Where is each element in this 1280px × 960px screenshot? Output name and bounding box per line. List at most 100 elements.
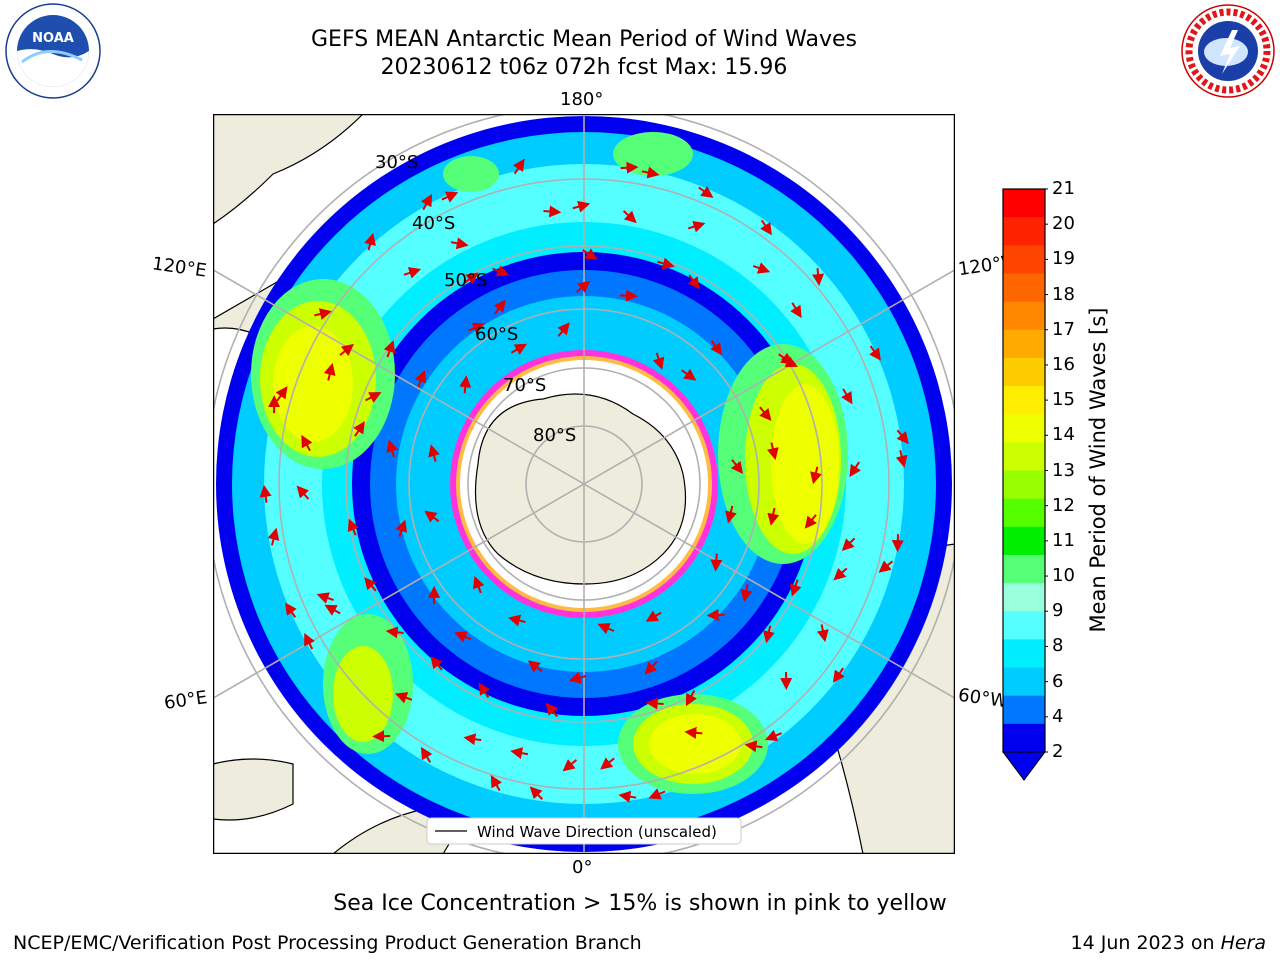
wind-wave-arrow [781, 356, 798, 367]
wind-wave-arrow [740, 584, 753, 603]
wind-wave-arrow [430, 656, 443, 671]
wind-wave-arrow [572, 200, 591, 213]
wind-wave-arrow [463, 272, 479, 285]
wind-wave-arrow [459, 375, 472, 394]
wind-wave-arrow [259, 484, 272, 503]
wind-wave-arrow [681, 368, 697, 381]
lon-label-60e: 60°E [162, 687, 209, 714]
wind-wave-arrow [420, 193, 433, 211]
wind-wave-arrow [296, 485, 310, 500]
colorbar-segment [1003, 526, 1045, 556]
colorbar-tick-label: 9 [1052, 600, 1064, 622]
wind-wave-arrow [597, 623, 615, 635]
wind-wave-arrow [468, 322, 486, 334]
colorbar-segment [1003, 301, 1045, 331]
wind-wave-arrow [510, 747, 529, 760]
wind-wave-arrow [841, 388, 853, 405]
colorbar-tick-label: 14 [1052, 424, 1075, 446]
wind-wave-arrow [849, 461, 861, 478]
wind-wave-arrow [789, 579, 802, 597]
wind-wave-arrow [543, 205, 562, 218]
wind-wave-arrow [895, 450, 908, 468]
noaa-logo-text: NOAA [32, 31, 74, 46]
wind-wave-arrow [710, 553, 723, 572]
wind-wave-arrow [644, 660, 658, 675]
colorbar [1002, 188, 1048, 781]
wind-wave-arrow [562, 759, 578, 772]
noaa-logo: NOAA [5, 3, 101, 99]
colorbar-segment [1003, 245, 1045, 274]
wind-wave-arrow [454, 631, 472, 643]
colorbar-segment [1003, 611, 1045, 640]
wind-wave-arrow [744, 740, 763, 753]
wind-wave-arrow [385, 626, 404, 639]
colorbar-segment [1003, 189, 1045, 218]
wind-wave-arrow [508, 614, 526, 627]
wind-wave-arrow [752, 262, 771, 274]
wind-wave-arrow [395, 519, 407, 537]
legend-label: Wind Wave Direction (unscaled) [477, 823, 717, 841]
land-antarctica [474, 393, 687, 585]
wind-wave-arrow [414, 370, 427, 388]
map-frame [213, 114, 955, 854]
wind-wave-arrow [513, 158, 525, 175]
wind-wave-arrow [622, 210, 637, 224]
colorbar-segment [1003, 357, 1045, 387]
colorbar-frame [1002, 188, 1046, 753]
lat-label-30s: 30°S [375, 152, 419, 173]
colorbar-segment [1003, 583, 1045, 612]
wind-wave-arrow [766, 442, 779, 461]
wind-wave-arrow [316, 592, 334, 604]
wind-wave-arrow [841, 537, 856, 551]
wind-wave-arrow [618, 790, 637, 803]
wind-wave-arrow [424, 510, 440, 523]
wind-wave-arrow [706, 609, 725, 622]
wind-wave-arrow [812, 268, 825, 287]
wind-wave-arrow [304, 632, 315, 650]
colorbar-tick-label: 21 [1052, 178, 1075, 199]
wind-wave-arrow [810, 466, 822, 485]
wind-wave-arrow [767, 507, 780, 526]
lat-label-50s: 50°S [444, 270, 488, 291]
wind-wave-arrow [710, 340, 723, 356]
map-legend: Wind Wave Direction (unscaled) [426, 817, 742, 845]
chart-title: GEFS MEAN Antarctic Mean Period of Wind … [311, 27, 857, 52]
wind-wave-arrow [365, 392, 382, 403]
wind-wave-arrow [764, 729, 782, 741]
wind-wave-arrow [832, 667, 845, 683]
wind-wave-arrow [364, 232, 376, 251]
wind-wave-arrow [619, 289, 639, 302]
wind-wave-arrow [878, 560, 894, 573]
colorbar-tick-label: 2 [1052, 741, 1064, 762]
colorbar-label: Mean Period of Wind Waves [s] [1086, 307, 1110, 633]
wind-wave-arrow [833, 567, 848, 581]
lon-label-120e: 120°E [150, 253, 208, 282]
wind-wave-arrow [763, 625, 775, 644]
colorbar-tick-label: 18 [1052, 283, 1075, 305]
footer-date-text: 14 Jun 2023 on [1070, 932, 1221, 954]
wind-wave-arrow [648, 788, 666, 800]
nws-logo [1181, 4, 1275, 98]
wind-wave-arrow [463, 733, 482, 746]
wind-wave-arrow [645, 697, 664, 710]
lon-label-180: 180° [560, 89, 604, 110]
lat-label-80s: 80°S [533, 425, 577, 446]
wind-wave-arrow [267, 527, 280, 546]
colorbar-segment [1003, 414, 1045, 443]
lat-label-70s: 70°S [503, 375, 547, 396]
wind-wave-arrow [759, 406, 772, 422]
wind-wave-arrow [478, 682, 491, 699]
wind-wave-arrow [575, 280, 591, 293]
colorbar-tick-label: 10 [1052, 565, 1075, 587]
wind-wave-arrow [685, 689, 697, 707]
wind-wave-arrow [725, 505, 737, 524]
wind-wave-arrow [568, 671, 587, 684]
colorbar-segment [1003, 273, 1045, 303]
wind-wave-arrow [641, 166, 660, 179]
wind-wave-arrow [301, 434, 313, 452]
colorbar-tick-label: 19 [1052, 248, 1075, 270]
colorbar-segment [1003, 667, 1045, 697]
footer-date: 14 Jun 2023 on Hera [1071, 932, 1266, 954]
wind-wave-arrow [324, 604, 341, 616]
colorbar-tick-label: 12 [1052, 494, 1075, 516]
